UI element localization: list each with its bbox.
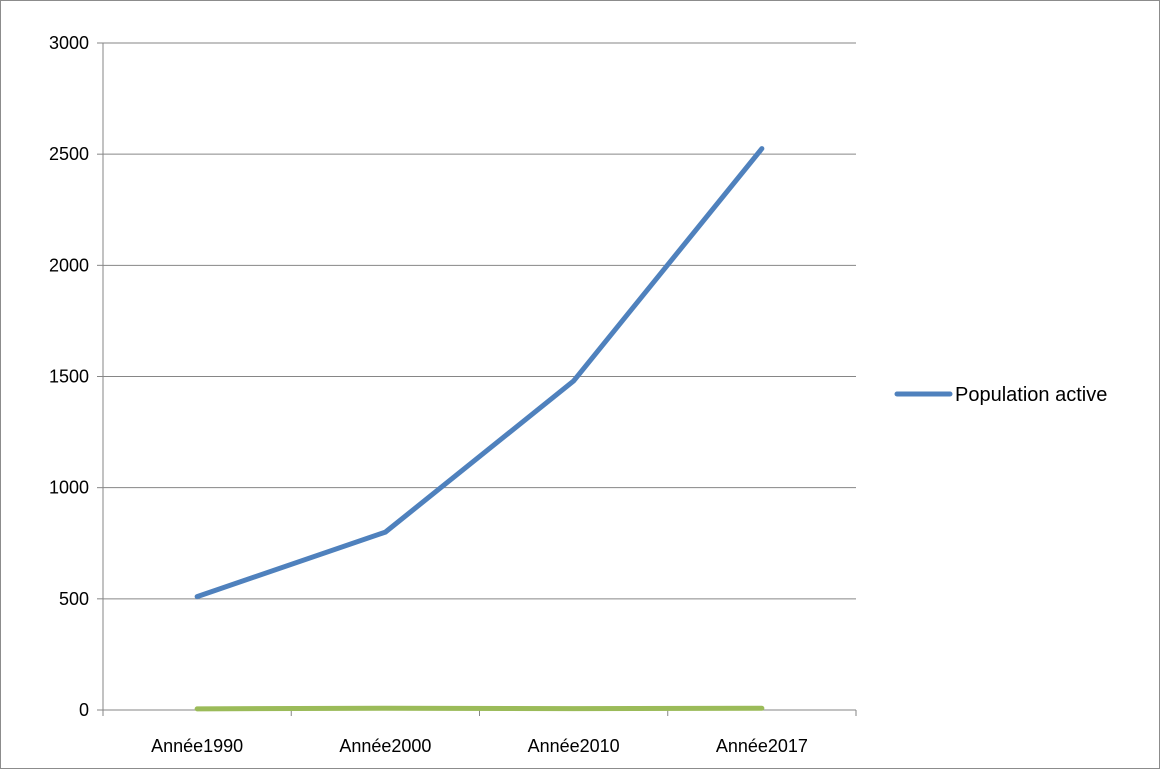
x-tick-label: Année1990 [151, 736, 243, 756]
y-tick-label: 2000 [49, 255, 89, 275]
y-tick-label: 1500 [49, 367, 89, 387]
y-tick-label: 3000 [49, 33, 89, 53]
x-tick-label: Année2000 [339, 736, 431, 756]
y-tick-label: 0 [79, 700, 89, 720]
legend-label: Population active [955, 384, 1107, 406]
y-tick-label: 1000 [49, 478, 89, 498]
y-tick-label: 500 [59, 589, 89, 609]
x-tick-label: Année2017 [716, 736, 808, 756]
series-line-series-2 [197, 708, 762, 709]
y-tick-label: 2500 [49, 144, 89, 164]
x-tick-label: Année2010 [528, 736, 620, 756]
